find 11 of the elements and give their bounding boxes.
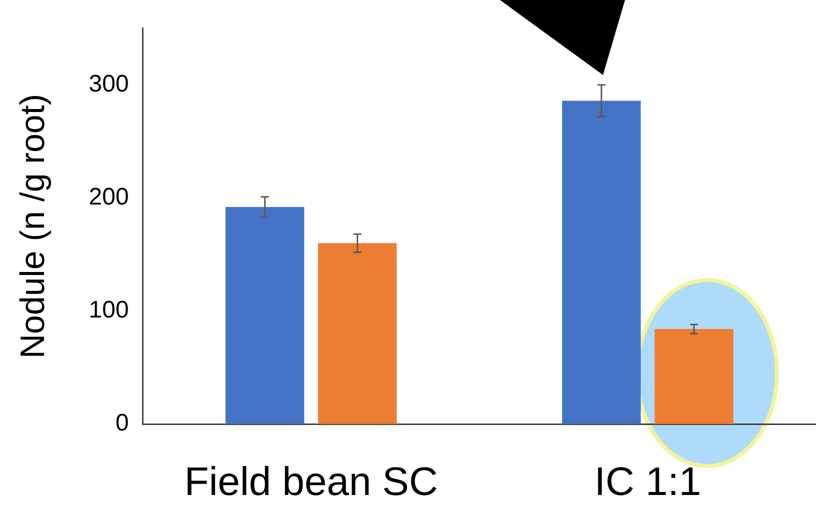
x-tick-label: Field bean SC (184, 460, 438, 504)
y-tick-label: 100 (88, 296, 129, 324)
bar (226, 206, 304, 424)
x-tick-label: IC 1:1 (594, 460, 702, 504)
y-axis-title: Nodule (n /g root) (14, 94, 52, 358)
bar (654, 329, 734, 424)
bar (318, 243, 397, 424)
y-tick-label: 200 (88, 184, 129, 211)
y-tick-label: 0 (115, 410, 129, 437)
bar (562, 100, 641, 424)
y-tick-label: 300 (88, 70, 129, 98)
